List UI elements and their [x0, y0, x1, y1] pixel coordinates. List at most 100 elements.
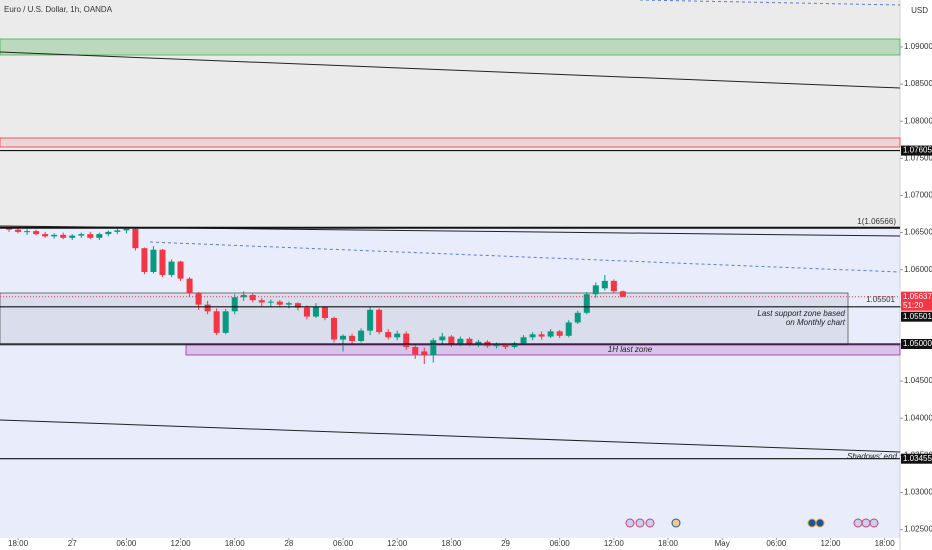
event-icon[interactable] [625, 518, 635, 528]
y-tick-label: 1.02500 [904, 525, 932, 534]
candle-body [457, 338, 464, 344]
y-tick-label: 1.04000 [904, 413, 932, 422]
x-tick-label: 28 [284, 539, 293, 548]
candle-body [159, 249, 166, 275]
level-label: 1.05000 [903, 339, 932, 348]
y-tick-label: 1.03000 [904, 488, 932, 497]
annotation: 1H last zone [608, 345, 653, 354]
candle-body [421, 351, 428, 356]
x-tick-label: 18:00 [441, 539, 462, 548]
candle-body [240, 294, 247, 298]
x-tick-label: 18:00 [875, 539, 896, 548]
candle-body [69, 235, 76, 238]
trend-line [0, 51, 901, 89]
event-icon[interactable] [807, 518, 817, 528]
level-box [901, 145, 932, 156]
event-icons [625, 518, 879, 528]
candle-body [538, 334, 545, 337]
candle-body [466, 338, 473, 345]
level-label: 1.07605 [903, 146, 932, 155]
annotation: Shadows' end [847, 452, 898, 461]
lower-background [0, 228, 900, 538]
candle-body [141, 248, 148, 272]
candle-body [547, 331, 554, 337]
candle-body [367, 309, 374, 331]
candle-body [619, 291, 626, 297]
candle-body [177, 261, 184, 279]
x-tick-label: 06:00 [333, 539, 354, 548]
candle-body [258, 300, 265, 303]
candle-body [493, 344, 500, 347]
level-label: 1.05501 [903, 312, 932, 321]
chart-title: Euro / U.S. Dollar, 1h, OANDA [4, 5, 113, 14]
candle-body [24, 231, 31, 233]
candle-body [502, 344, 509, 347]
upper-background [0, 0, 900, 228]
candle-body [285, 303, 292, 305]
candle-body [520, 337, 527, 344]
event-icon[interactable] [671, 518, 681, 528]
candle-body [321, 306, 328, 319]
candle-body [385, 332, 392, 338]
candle-body [267, 301, 274, 303]
candle-body [222, 311, 229, 333]
x-tick-label: 12:00 [820, 539, 841, 548]
support-zone [0, 292, 849, 346]
candle-body [42, 234, 49, 237]
x-tick-label: May [715, 539, 730, 548]
candle-body [168, 261, 175, 275]
event-icon[interactable] [635, 518, 645, 528]
event-icon[interactable] [869, 518, 879, 528]
trend-line [0, 419, 901, 453]
candle-body [565, 322, 572, 336]
event-icon[interactable] [645, 518, 655, 528]
y-tick-label: 1.08500 [904, 79, 932, 88]
y-tick-label: 1.07500 [904, 153, 932, 162]
candle-body [358, 330, 365, 342]
currency: USD [911, 6, 928, 15]
candle-body [15, 229, 22, 232]
candle-body [340, 335, 347, 340]
candle-body [204, 304, 211, 312]
candle-body [610, 280, 617, 292]
candle-body [583, 294, 590, 313]
candle-body [601, 280, 608, 289]
candle-body [529, 334, 536, 338]
candle-body [294, 303, 301, 308]
candle-body [592, 285, 599, 295]
candle-body [33, 231, 40, 235]
x-tick-label: 06:00 [766, 539, 787, 548]
candle-body [276, 301, 283, 305]
x-tick-label: 06:00 [116, 539, 137, 548]
hourly-zone [185, 344, 901, 356]
candle-body [331, 318, 338, 340]
candle-body [511, 343, 518, 347]
x-tick-label: 18:00 [658, 539, 679, 548]
candle-body [132, 228, 139, 249]
level-box [901, 453, 932, 464]
candle-body [475, 341, 482, 345]
candle-body [60, 234, 67, 238]
candle-body [6, 228, 13, 230]
y-tick-label: 1.06500 [904, 228, 932, 237]
y-tick-label: 1.08000 [904, 116, 932, 125]
y-tick-label: 1.06000 [904, 265, 932, 274]
marks [6, 225, 626, 365]
candle-body [123, 228, 130, 231]
candle-body [231, 297, 238, 312]
event-icon[interactable] [861, 518, 871, 528]
event-icon[interactable] [853, 518, 863, 528]
candle-body [303, 307, 310, 317]
countdown: 51:20 [903, 301, 924, 310]
candle-body [439, 336, 446, 341]
x-tick-label: 12:00 [171, 539, 192, 548]
candle-body [403, 333, 410, 347]
dashed-line [639, 0, 901, 6]
annotation: on Monthly chart [786, 318, 846, 327]
green-zone [0, 38, 901, 56]
time-axis [0, 538, 900, 550]
event-icon[interactable] [815, 518, 825, 528]
y-tick-label: 1.07000 [904, 191, 932, 200]
x-tick-label: 27 [68, 539, 77, 548]
x-tick-label: 12:00 [604, 539, 625, 548]
